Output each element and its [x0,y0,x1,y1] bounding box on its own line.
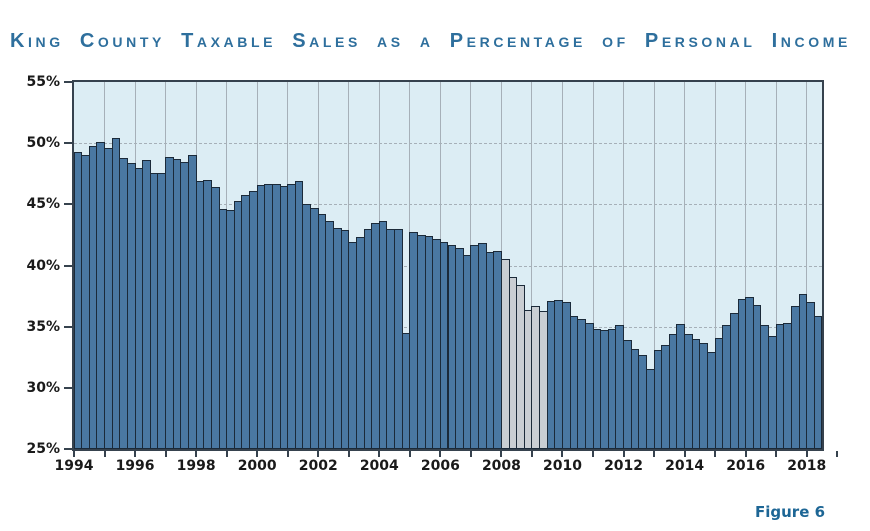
x-tick-mark [134,451,137,457]
x-axis-label: 1996 [115,458,155,474]
x-axis-label: 1994 [54,458,94,474]
bar-2018Q2 [813,315,823,449]
y-axis-label: 40% [26,257,60,274]
x-tick-mark [317,451,320,457]
x-tick-mark [73,451,75,457]
x-axis-label: 2016 [726,458,766,474]
x-tick-mark [164,451,167,457]
x-tick-mark [195,451,198,457]
x-tick-mark [500,451,503,457]
y-axis-label: 25% [26,441,60,457]
x-tick-mark [622,451,625,457]
x-tick-mark [530,451,533,457]
x-tick-mark [439,451,442,457]
x-axis-label: 2018 [787,458,827,474]
x-tick-mark [836,451,839,457]
x-tick-mark [592,451,595,457]
x-axis-label: 2004 [359,458,399,474]
percent-gridline [74,204,822,206]
y-tick-mark [64,325,72,328]
y-axis-label: 35% [26,318,60,335]
x-tick-mark [683,451,686,457]
x-axis-label: 2006 [420,458,460,474]
x-tick-mark [225,451,228,457]
x-tick-mark [744,451,747,457]
x-tick-mark [469,451,472,457]
x-axis-label: 2000 [237,458,277,474]
y-tick-mark [64,142,72,145]
x-tick-mark [561,451,564,457]
y-axis-label: 55% [26,74,60,90]
y-tick-mark [64,203,72,206]
x-tick-mark [378,451,381,457]
x-axis-label: 2008 [481,458,521,474]
x-tick-mark [653,451,656,457]
x-tick-mark [286,451,289,457]
y-axis-label: 50% [26,135,60,152]
x-axis-label: 2002 [298,458,338,474]
x-tick-mark [714,451,717,457]
y-tick-mark [64,386,72,389]
y-axis-label: 30% [26,379,60,396]
figure-number-label: Figure 6 [755,503,826,521]
x-tick-mark [256,451,259,457]
x-axis-label: 1998 [176,458,216,474]
x-tick-mark [408,451,411,457]
chart-title: King County Taxable Sales as a Percentag… [10,30,851,52]
y-tick-mark [64,81,72,83]
x-axis-label: 2014 [665,458,705,474]
x-tick-mark [775,451,778,457]
y-axis-label: 45% [26,196,60,213]
plot-area [72,80,824,451]
x-tick-mark [103,451,106,457]
x-tick-mark [347,451,350,457]
y-tick-mark [64,264,72,267]
x-axis-label: 2010 [543,458,582,474]
x-axis-label: 2012 [604,458,644,474]
x-tick-mark [805,451,808,457]
y-tick-mark [64,448,72,450]
percent-gridline [74,143,822,145]
